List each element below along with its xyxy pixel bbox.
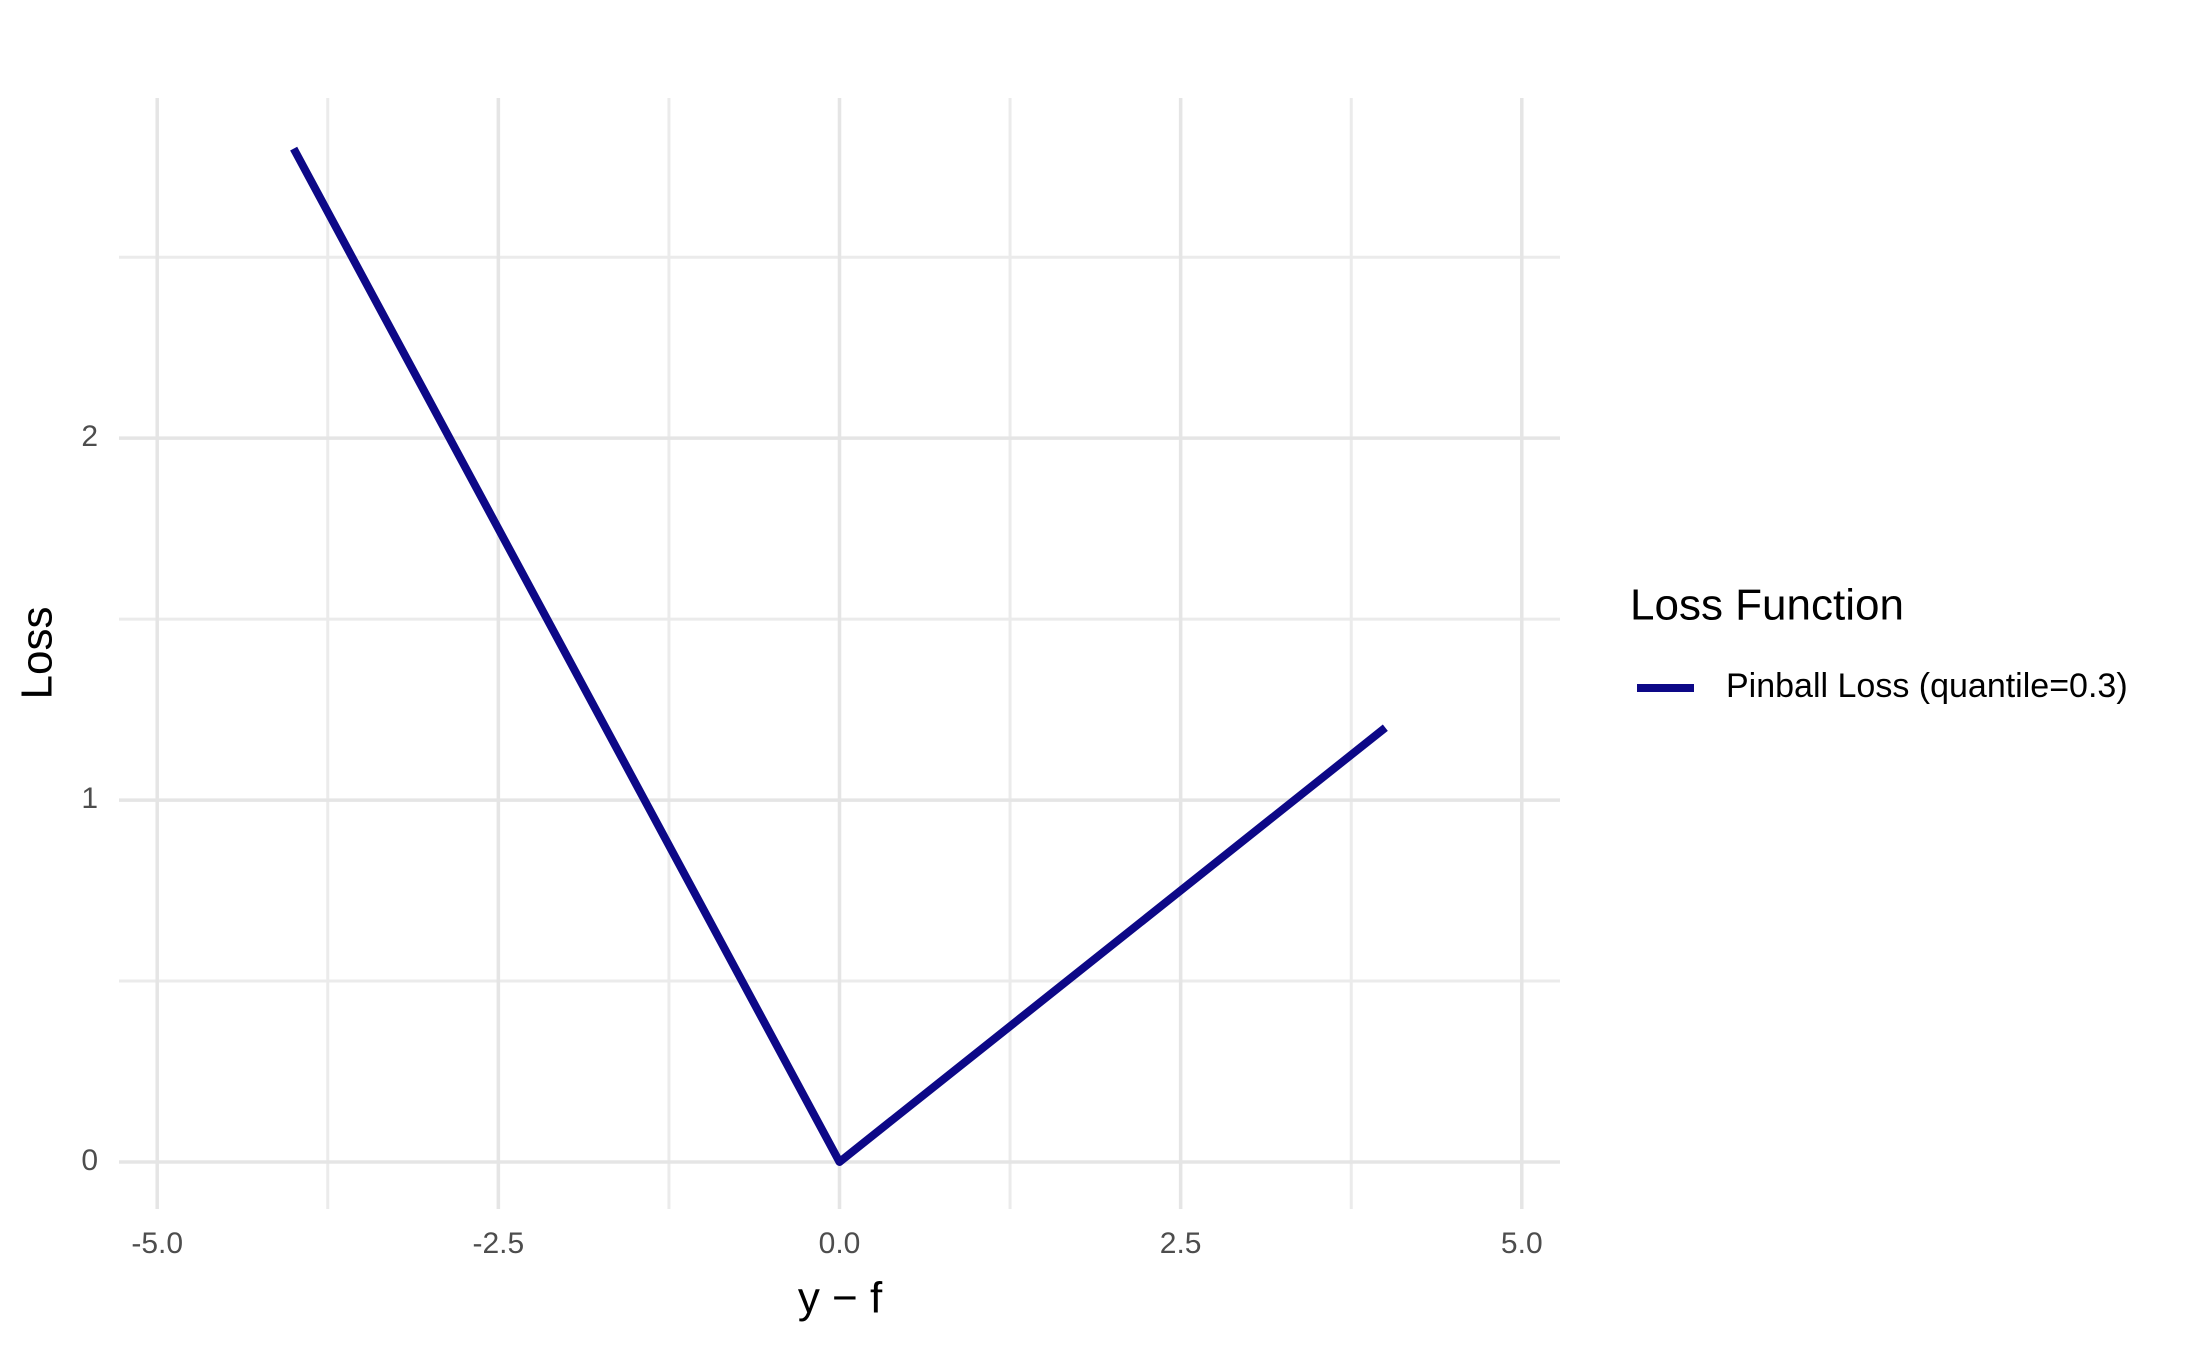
y-axis-title: Loss: [13, 607, 62, 700]
legend-title: Loss Function: [1630, 581, 1904, 630]
line: [290, 146, 1388, 1166]
y-tick-label: 0: [81, 1144, 98, 1177]
y-tick-label: 2: [81, 420, 98, 453]
x-tick-label: 2.5: [1160, 1227, 1202, 1260]
x-tick-label: -5.0: [131, 1227, 183, 1260]
legend-label: Pinball Loss (quantile=0.3): [1726, 667, 2128, 705]
x-tick-label: 0.0: [819, 1227, 861, 1260]
y-tick-label: 1: [81, 782, 98, 815]
x-tick-label: 5.0: [1501, 1227, 1543, 1260]
x-tick-label: -2.5: [473, 1227, 525, 1260]
x-axis-title: y − f: [798, 1274, 883, 1323]
